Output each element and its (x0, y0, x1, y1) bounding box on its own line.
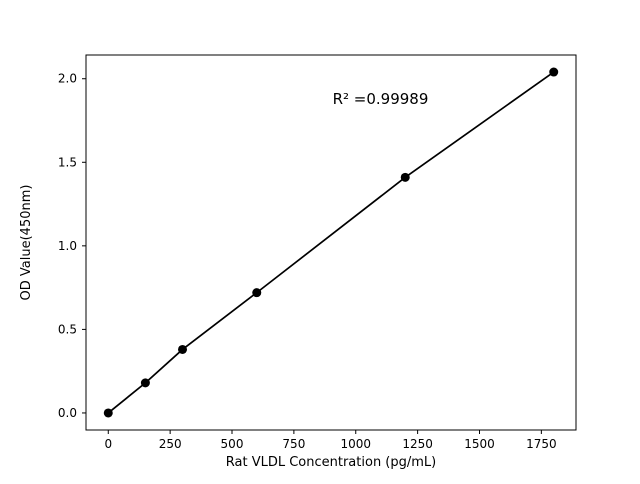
x-tick-label: 1750 (526, 437, 557, 451)
standard-curve-line (107, 71, 555, 414)
x-tick-label: 1000 (340, 437, 371, 451)
x-tick-label: 250 (159, 437, 182, 451)
plot-frame (85, 54, 577, 431)
y-tick-label: 0.5 (58, 322, 77, 336)
data-point-marker (103, 408, 113, 418)
data-point-marker (549, 67, 559, 77)
y-tick-label: 1.5 (58, 155, 77, 169)
y-tick-label: 0.0 (58, 406, 77, 420)
data-point-marker (400, 172, 410, 182)
data-point-marker (178, 344, 188, 354)
x-tick-label: 1500 (464, 437, 495, 451)
y-tick-label: 2.0 (58, 72, 77, 86)
data-point-marker (252, 288, 262, 298)
y-axis-label: OD Value(450nm) (19, 185, 34, 301)
x-axis-label: Rat VLDL Concentration (pg/mL) (226, 455, 437, 470)
x-tick-label: 500 (221, 437, 244, 451)
x-tick-label: 1250 (402, 437, 433, 451)
x-tick-label: 750 (282, 437, 305, 451)
y-tick-label: 1.0 (58, 239, 77, 253)
r-squared-annotation: R² =0.99989 (333, 90, 429, 108)
data-point-marker (140, 378, 150, 388)
x-tick-label: 0 (104, 437, 112, 451)
